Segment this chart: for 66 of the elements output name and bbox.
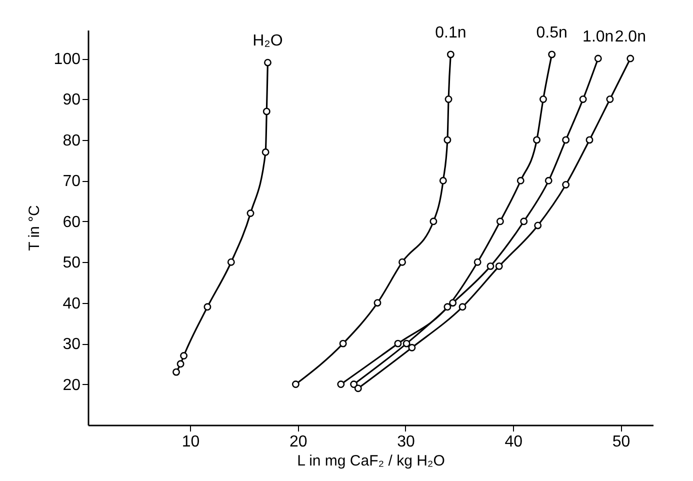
point xyxy=(339,340,347,348)
point xyxy=(534,222,542,230)
point xyxy=(444,303,452,311)
y-tick-label: 80 xyxy=(62,132,81,150)
point xyxy=(533,136,541,144)
point xyxy=(439,176,447,184)
y-tick-label: 50 xyxy=(62,254,81,272)
point xyxy=(398,258,406,266)
point xyxy=(350,380,358,388)
x-tick-label: 10 xyxy=(182,434,200,450)
point xyxy=(402,340,410,348)
point xyxy=(562,136,570,144)
point xyxy=(408,344,416,352)
point xyxy=(262,148,270,156)
point xyxy=(246,210,254,217)
point xyxy=(495,262,503,270)
point xyxy=(516,176,524,184)
point xyxy=(262,108,270,116)
point xyxy=(586,136,594,144)
point xyxy=(594,54,602,62)
point xyxy=(606,96,614,103)
point xyxy=(626,54,634,62)
point xyxy=(474,258,482,266)
x-axis-title: L in mg CaF₂ / kg H₂O xyxy=(297,452,445,470)
point xyxy=(292,380,300,388)
point xyxy=(172,368,180,376)
point xyxy=(264,58,272,66)
point xyxy=(354,384,362,392)
y-tick-label: 30 xyxy=(62,336,81,354)
point xyxy=(544,176,552,184)
point xyxy=(176,360,184,368)
y-tick-label: 40 xyxy=(62,295,81,312)
x-tick-label: 20 xyxy=(289,434,308,450)
point xyxy=(548,50,556,58)
point xyxy=(486,262,494,270)
point xyxy=(394,340,402,348)
y-tick-label: 20 xyxy=(62,376,81,394)
point xyxy=(446,50,454,58)
point xyxy=(337,380,345,388)
y-tick-label: 100 xyxy=(54,51,81,68)
point xyxy=(449,299,457,307)
x-tick-label: 30 xyxy=(397,434,415,450)
point xyxy=(374,299,382,307)
point xyxy=(458,303,466,311)
x-tick-label: 50 xyxy=(612,434,630,450)
y-tick-label: 90 xyxy=(62,92,81,109)
series-label: 2.0n xyxy=(614,28,646,46)
point xyxy=(204,303,212,311)
x-tick-label: 40 xyxy=(504,434,523,450)
series-label: 1.0n xyxy=(582,28,614,46)
series-label: 0.1n xyxy=(435,24,466,42)
point xyxy=(579,96,587,103)
point xyxy=(539,96,547,103)
point xyxy=(180,352,188,360)
point xyxy=(562,181,570,188)
point xyxy=(227,258,235,266)
y-tick-label: 70 xyxy=(62,173,81,190)
y-axis-title: T in °C xyxy=(26,204,43,251)
series-label: H₂O xyxy=(252,32,283,50)
point xyxy=(430,218,438,226)
y-tick-label: 60 xyxy=(62,214,81,231)
series-label: 0.5n xyxy=(536,24,568,42)
point xyxy=(444,136,452,144)
point xyxy=(520,218,528,226)
point xyxy=(496,218,504,226)
point xyxy=(444,96,452,103)
